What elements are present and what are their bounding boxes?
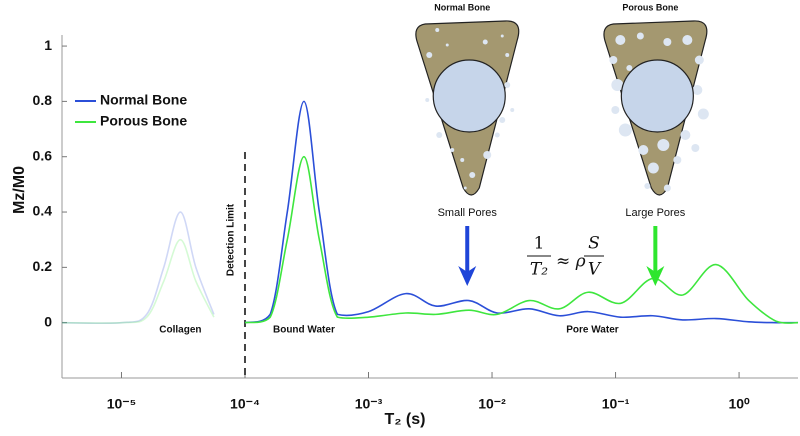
pore: [500, 34, 504, 38]
x-tick-label: 10⁰: [728, 396, 750, 412]
pore: [460, 158, 465, 162]
pore: [463, 186, 467, 190]
pore: [618, 123, 632, 137]
y-tick-label: 0.4: [33, 203, 53, 219]
y-tick-label: 0.2: [33, 258, 53, 274]
pore: [426, 52, 433, 58]
pore: [691, 144, 700, 152]
inset: Normal Bone Small Pores: [415, 2, 520, 286]
y-axis-title: Mz/M0: [11, 166, 28, 214]
x-tick-label: 10⁻⁵: [107, 396, 137, 412]
pore: [636, 32, 644, 40]
pore: [657, 139, 670, 151]
series-line-faded: [61, 238, 215, 324]
y-tick-label: 0.6: [33, 147, 53, 163]
pore: [615, 35, 626, 45]
arrow-head: [458, 266, 477, 286]
formula-text: T₂: [530, 260, 548, 280]
pore: [494, 132, 500, 138]
formula-text: ≈ ρ: [556, 252, 586, 272]
region-label: Bound Water: [273, 325, 335, 336]
pore: [499, 117, 506, 123]
pore: [450, 148, 455, 152]
formula-text: 1: [534, 234, 545, 254]
pore: [692, 85, 703, 95]
pore: [435, 28, 440, 32]
inset-title: Porous Bone: [622, 2, 678, 12]
pore: [682, 35, 693, 45]
x-tick-label: 10⁻⁴: [230, 396, 260, 412]
inset: Porous Bone Large Pores: [603, 2, 709, 286]
pore: [609, 56, 618, 64]
pore: [445, 43, 449, 47]
x-tick-label: 10⁻¹: [602, 396, 630, 412]
pore: [663, 38, 672, 46]
legend-label: Normal Bone: [100, 92, 187, 108]
pore: [626, 65, 633, 71]
formula-text: S: [588, 234, 600, 254]
region-label: Pore Water: [566, 325, 619, 336]
pore: [694, 55, 704, 65]
pore: [504, 82, 511, 88]
series-line-faded: [61, 211, 215, 325]
pore: [644, 183, 651, 189]
inset-caption: Large Pores: [625, 207, 685, 219]
pore: [425, 98, 430, 102]
pore: [638, 145, 649, 155]
inset-title: Normal Bone: [434, 2, 490, 12]
pore: [697, 108, 709, 120]
formula-text: V: [588, 260, 602, 280]
arrow-head: [646, 266, 665, 286]
pore: [663, 184, 671, 192]
x-axis-title: T₂ (s): [385, 411, 426, 428]
pore: [436, 132, 443, 138]
central-canal: [432, 59, 506, 133]
y-tick-label: 1: [44, 37, 52, 53]
inset-caption: Small Pores: [438, 207, 498, 219]
pore: [505, 53, 510, 57]
pore: [680, 130, 691, 140]
detection-limit-label: Detection Limit: [226, 203, 237, 276]
x-tick-label: 10⁻²: [478, 396, 506, 412]
pore: [469, 172, 476, 178]
y-tick-label: 0.8: [33, 92, 53, 108]
x-tick-label: 10⁻³: [355, 396, 383, 412]
pore: [611, 79, 624, 91]
series-line: [244, 100, 799, 324]
pore: [673, 156, 682, 164]
legend-label: Porous Bone: [100, 113, 187, 129]
pore: [647, 162, 659, 174]
pore: [611, 106, 620, 114]
pore: [483, 151, 492, 159]
region-label: Collagen: [159, 325, 201, 336]
pore: [482, 39, 488, 45]
central-canal: [620, 59, 694, 133]
series-line: [244, 155, 799, 324]
y-tick-label: 0: [44, 313, 52, 329]
pore: [510, 108, 515, 112]
formula: 1 T₂ ≈ ρ S V: [527, 234, 604, 280]
